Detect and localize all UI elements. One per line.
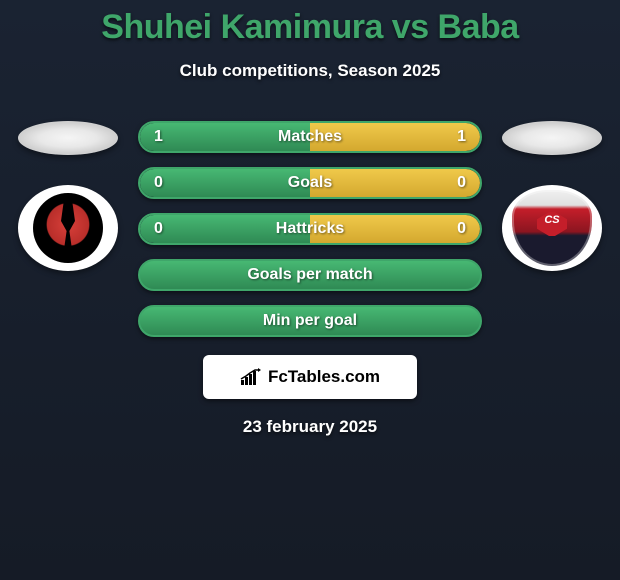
stat-bar: Min per goal [138,305,482,337]
footer: FcTables.com 23 february 2025 [0,355,620,437]
bar-chart-icon [240,368,262,386]
stat-fill-right [310,169,480,197]
stat-label: Goals per match [247,266,372,284]
player-right-column [502,121,602,271]
stat-label: Goals [288,174,332,192]
roasso-kumamoto-logo [33,193,103,263]
team-right-badge [502,185,602,271]
main-row: 1 1 Matches 0 0 Goals 0 0 Hattricks Goals per mat… [0,121,620,337]
stat-label: Hattricks [276,220,344,238]
stat-bar: 0 0 Hattricks [138,213,482,245]
branding-box[interactable]: FcTables.com [203,355,417,399]
footer-date: 23 february 2025 [243,417,377,437]
stat-bar: 1 1 Matches [138,121,482,153]
stat-right-value: 0 [457,174,466,192]
stat-right-value: 0 [457,220,466,238]
stat-left-value: 0 [154,174,163,192]
stats-column: 1 1 Matches 0 0 Goals 0 0 Hattricks Goals per mat… [138,121,482,337]
player-left-avatar [18,121,118,155]
page-subtitle: Club competitions, Season 2025 [0,61,620,81]
stat-fill-left [140,169,310,197]
stat-left-value: 1 [154,128,163,146]
stat-label: Min per goal [263,312,357,330]
page-title: Shuhei Kamimura vs Baba [0,8,620,47]
player-left-column [18,121,118,271]
branding-text: FcTables.com [268,367,380,387]
player-right-avatar [502,121,602,155]
stat-right-value: 1 [457,128,466,146]
consadole-sapporo-logo [512,190,592,266]
team-left-badge [18,185,118,271]
comparison-widget: Shuhei Kamimura vs Baba Club competition… [0,0,620,437]
stat-label: Matches [278,128,342,146]
stat-bar: 0 0 Goals [138,167,482,199]
stat-left-value: 0 [154,220,163,238]
stat-bar: Goals per match [138,259,482,291]
